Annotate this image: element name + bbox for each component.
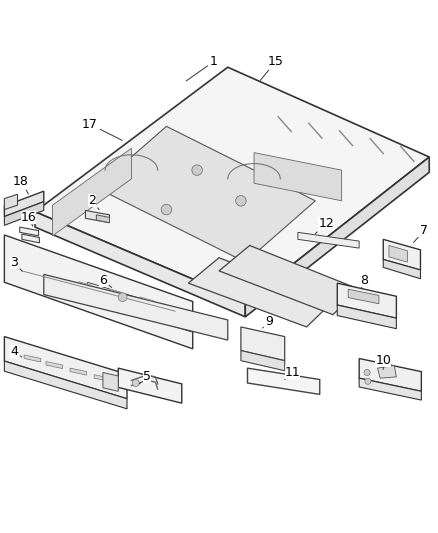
Polygon shape bbox=[20, 227, 39, 236]
Polygon shape bbox=[359, 378, 421, 400]
Text: 8: 8 bbox=[360, 274, 368, 288]
Polygon shape bbox=[378, 366, 396, 378]
Text: 5: 5 bbox=[139, 370, 151, 384]
Polygon shape bbox=[4, 201, 44, 225]
Polygon shape bbox=[22, 234, 39, 243]
Polygon shape bbox=[94, 375, 111, 382]
Polygon shape bbox=[4, 191, 44, 216]
Polygon shape bbox=[241, 327, 285, 361]
Text: 1: 1 bbox=[186, 55, 218, 81]
Text: 12: 12 bbox=[315, 217, 334, 233]
Polygon shape bbox=[96, 126, 315, 262]
Circle shape bbox=[118, 293, 127, 302]
Polygon shape bbox=[24, 355, 41, 362]
Text: 16: 16 bbox=[21, 211, 36, 226]
Text: 3: 3 bbox=[10, 256, 22, 271]
Polygon shape bbox=[359, 359, 421, 391]
Polygon shape bbox=[96, 215, 110, 223]
Polygon shape bbox=[4, 336, 127, 399]
Polygon shape bbox=[4, 194, 18, 209]
Circle shape bbox=[364, 369, 370, 376]
Text: 9: 9 bbox=[262, 315, 273, 328]
Polygon shape bbox=[348, 289, 379, 304]
Polygon shape bbox=[383, 260, 420, 279]
Polygon shape bbox=[298, 232, 359, 248]
Polygon shape bbox=[70, 368, 87, 375]
Circle shape bbox=[365, 378, 371, 384]
Text: 11: 11 bbox=[285, 366, 300, 379]
Polygon shape bbox=[337, 283, 396, 318]
Polygon shape bbox=[44, 274, 228, 340]
Polygon shape bbox=[46, 361, 63, 368]
Circle shape bbox=[132, 379, 139, 386]
Polygon shape bbox=[254, 152, 342, 201]
Polygon shape bbox=[35, 67, 429, 302]
Polygon shape bbox=[245, 157, 429, 317]
Text: 6: 6 bbox=[99, 274, 112, 287]
Polygon shape bbox=[219, 246, 359, 314]
Polygon shape bbox=[85, 211, 110, 223]
Polygon shape bbox=[383, 239, 420, 270]
Text: 2: 2 bbox=[88, 195, 99, 209]
Polygon shape bbox=[118, 368, 182, 403]
Polygon shape bbox=[389, 246, 407, 262]
Circle shape bbox=[192, 165, 202, 175]
Text: 17: 17 bbox=[82, 118, 122, 140]
Circle shape bbox=[236, 196, 246, 206]
Text: 10: 10 bbox=[375, 354, 391, 369]
Polygon shape bbox=[103, 373, 118, 391]
Polygon shape bbox=[188, 258, 333, 327]
Text: 15: 15 bbox=[260, 55, 284, 80]
Polygon shape bbox=[241, 351, 285, 371]
Polygon shape bbox=[4, 235, 193, 349]
Circle shape bbox=[161, 204, 172, 215]
Text: 18: 18 bbox=[13, 175, 29, 194]
Polygon shape bbox=[4, 361, 127, 409]
Polygon shape bbox=[53, 148, 131, 236]
Polygon shape bbox=[337, 305, 396, 329]
Polygon shape bbox=[88, 282, 193, 332]
Text: 4: 4 bbox=[10, 345, 22, 358]
Polygon shape bbox=[35, 212, 245, 317]
Text: 7: 7 bbox=[413, 224, 428, 243]
Polygon shape bbox=[247, 368, 320, 394]
